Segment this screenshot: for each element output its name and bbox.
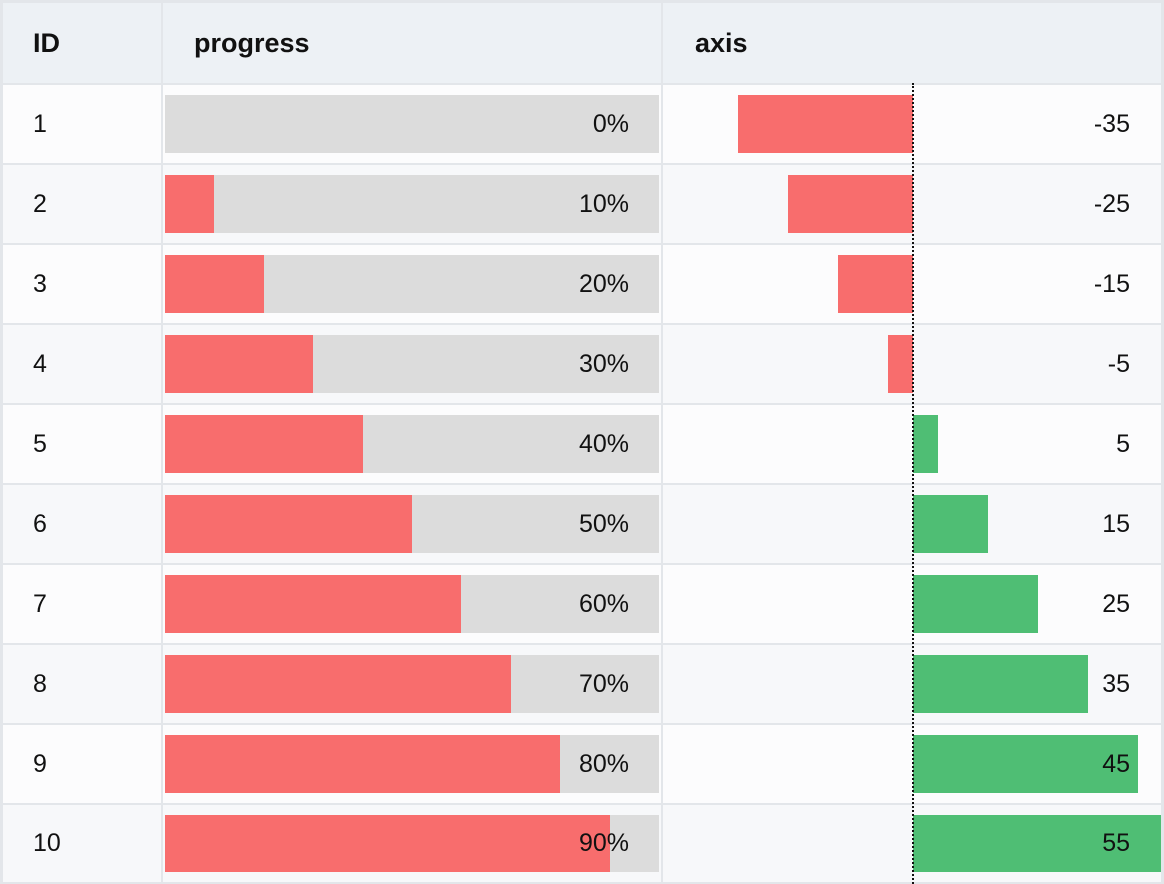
axis-value-label: -5 (1107, 349, 1130, 378)
table-row[interactable]: 8 70% 35 (3, 645, 1161, 723)
progress-track (165, 255, 659, 313)
cell-progress: 50% (163, 485, 661, 563)
table-row[interactable]: 10 90% 55 (3, 805, 1161, 882)
cell-progress: 60% (163, 565, 661, 643)
axis-bar-positive (913, 655, 1088, 713)
progress-label: 0% (592, 109, 629, 138)
axis-bar-negative (738, 95, 913, 153)
axis-value-label: 45 (1102, 749, 1130, 778)
progress-label: 70% (578, 669, 629, 698)
cell-progress: 0% (163, 85, 661, 163)
table-row[interactable]: 4 30% -5 (3, 325, 1161, 403)
axis-bar-positive (913, 495, 988, 553)
axis-value-label: 35 (1102, 669, 1130, 698)
cell-progress: 20% (163, 245, 661, 323)
progress-fill (165, 255, 264, 313)
id-value: 2 (33, 189, 47, 218)
progress-label: 10% (578, 189, 629, 218)
axis-bar-positive (913, 415, 938, 473)
progress-label: 50% (578, 509, 629, 538)
id-value: 7 (33, 589, 47, 618)
axis-bar-negative (788, 175, 913, 233)
progress-track (165, 575, 659, 633)
axis-value-label: 55 (1102, 829, 1130, 857)
cell-id: 4 (3, 325, 161, 403)
progress-fill (165, 815, 610, 872)
axis-zero-line (912, 83, 914, 884)
header-label-axis: axis (695, 27, 748, 58)
axis-value-label: -15 (1093, 269, 1130, 298)
cell-id: 5 (3, 405, 161, 483)
progress-fill (165, 335, 314, 393)
cell-id: 3 (3, 245, 161, 323)
id-value: 8 (33, 669, 47, 698)
cell-id: 9 (3, 725, 161, 803)
cell-id: 7 (3, 565, 161, 643)
progress-track (165, 815, 659, 872)
id-value: 9 (33, 749, 47, 778)
table-row[interactable]: 1 0% -35 (3, 85, 1161, 163)
progress-fill (165, 175, 215, 233)
progress-fill (165, 575, 462, 633)
progress-track (165, 95, 659, 153)
id-value: 1 (33, 109, 47, 138)
cell-progress: 30% (163, 325, 661, 403)
cell-progress: 10% (163, 165, 661, 243)
header-label-progress: progress (194, 27, 310, 58)
progress-label: 40% (578, 429, 629, 458)
table-row[interactable]: 7 60% 25 (3, 565, 1161, 643)
id-value: 5 (33, 429, 47, 458)
header-label-id: ID (33, 27, 60, 58)
id-value: 10 (33, 829, 61, 857)
progress-fill (165, 735, 561, 793)
cell-progress: 40% (163, 405, 661, 483)
progress-fill (165, 415, 363, 473)
axis-value-label: -35 (1093, 109, 1130, 138)
id-value: 3 (33, 269, 47, 298)
progress-label: 30% (578, 349, 629, 378)
progress-track (165, 735, 659, 793)
cell-id: 2 (3, 165, 161, 243)
axis-bar-negative (838, 255, 913, 313)
axis-value-label: 25 (1102, 589, 1130, 618)
id-value: 4 (33, 349, 47, 378)
cell-id: 8 (3, 645, 161, 723)
header-cell-id[interactable]: ID (3, 3, 161, 83)
table-row[interactable]: 5 40% 5 (3, 405, 1161, 483)
table-row[interactable]: 2 10% -25 (3, 165, 1161, 243)
progress-track (165, 175, 659, 233)
cell-id: 6 (3, 485, 161, 563)
table-row[interactable]: 3 20% -15 (3, 245, 1161, 323)
table-row[interactable]: 6 50% 15 (3, 485, 1161, 563)
axis-value-label: -25 (1093, 189, 1130, 218)
table-header-row: ID progress axis (3, 3, 1161, 83)
cell-progress: 70% (163, 645, 661, 723)
progress-track (165, 415, 659, 473)
axis-bar-positive (913, 815, 1161, 872)
progress-track (165, 655, 659, 713)
progress-label: 60% (578, 589, 629, 618)
header-cell-axis[interactable]: axis (663, 3, 1161, 83)
progress-label: 80% (578, 749, 629, 778)
table-row[interactable]: 9 80% 45 (3, 725, 1161, 803)
cell-id: 1 (3, 85, 161, 163)
axis-bar-positive (913, 575, 1038, 633)
cell-progress: 80% (163, 725, 661, 803)
cell-progress: 90% (163, 805, 661, 882)
id-value: 6 (33, 509, 47, 538)
progress-label: 20% (578, 269, 629, 298)
header-cell-progress[interactable]: progress (163, 3, 661, 83)
progress-label: 90% (578, 829, 629, 857)
progress-track (165, 335, 659, 393)
axis-value-label: 15 (1102, 509, 1130, 538)
progress-track (165, 495, 659, 553)
axis-bar-positive (913, 735, 1138, 793)
progress-fill (165, 655, 511, 713)
axis-value-label: 5 (1116, 429, 1130, 458)
axis-bar-negative (888, 335, 913, 393)
progress-fill (165, 495, 412, 553)
cell-id: 10 (3, 805, 161, 882)
